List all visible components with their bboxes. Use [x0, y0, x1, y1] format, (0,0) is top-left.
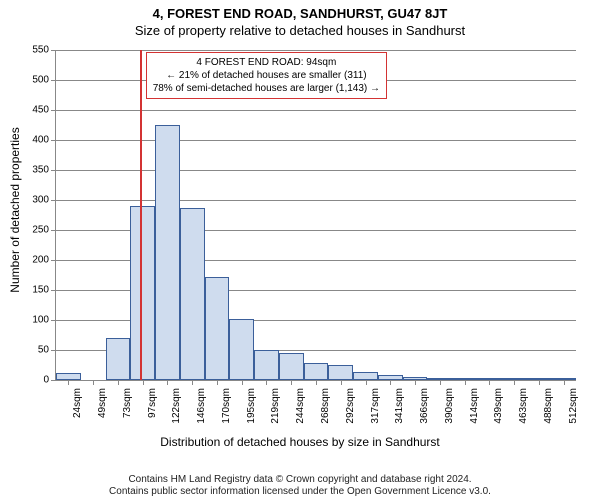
footer-line-1: Contains HM Land Registry data © Crown c…: [0, 474, 600, 486]
histogram-bar: [155, 125, 180, 380]
x-tick-label: 512sqm: [568, 388, 579, 438]
histogram-bar: [328, 365, 353, 380]
x-tick-label: 24sqm: [72, 388, 83, 438]
x-tick-label: 463sqm: [518, 388, 529, 438]
y-tick-label: 450: [16, 105, 49, 116]
x-tick-label: 122sqm: [171, 388, 182, 438]
page-title: 4, FOREST END ROAD, SANDHURST, GU47 8JT: [0, 0, 600, 21]
reference-line: [140, 50, 142, 380]
gridline: [56, 110, 576, 111]
y-tick-label: 350: [16, 165, 49, 176]
x-tick-label: 195sqm: [246, 388, 257, 438]
x-tick-label: 390sqm: [444, 388, 455, 438]
histogram-bar: [254, 350, 279, 380]
plot-area: 05010015020025030035040045050055024sqm49…: [55, 50, 576, 381]
page-subtitle: Size of property relative to detached ho…: [0, 21, 600, 38]
x-tick-label: 268sqm: [320, 388, 331, 438]
gridline: [56, 200, 576, 201]
gridline: [56, 140, 576, 141]
x-axis-title: Distribution of detached houses by size …: [0, 435, 600, 449]
histogram-bar: [353, 372, 378, 380]
x-tick-label: 170sqm: [221, 388, 232, 438]
callout-line-1: 4 FOREST END ROAD: 94sqm: [153, 56, 380, 69]
y-tick-label: 400: [16, 135, 49, 146]
histogram-bar: [56, 373, 81, 380]
y-tick-label: 250: [16, 225, 49, 236]
histogram-bar: [279, 353, 304, 380]
chart-container: Number of detached properties 0501001502…: [0, 40, 600, 440]
x-tick-label: 341sqm: [394, 388, 405, 438]
histogram-bar: [205, 277, 230, 380]
x-tick-label: 49sqm: [97, 388, 108, 438]
y-tick-label: 100: [16, 315, 49, 326]
histogram-bar: [180, 208, 205, 380]
gridline: [56, 170, 576, 171]
x-tick-label: 97sqm: [147, 388, 158, 438]
histogram-bar: [229, 319, 254, 380]
x-tick-label: 244sqm: [295, 388, 306, 438]
x-tick-label: 366sqm: [419, 388, 430, 438]
footer-attribution: Contains HM Land Registry data © Crown c…: [0, 474, 600, 498]
y-tick-label: 550: [16, 45, 49, 56]
histogram-bar: [106, 338, 131, 380]
x-tick-label: 414sqm: [469, 388, 480, 438]
y-tick-label: 0: [16, 375, 49, 386]
y-tick-label: 200: [16, 255, 49, 266]
x-tick-label: 73sqm: [122, 388, 133, 438]
x-tick-label: 292sqm: [345, 388, 356, 438]
x-tick-label: 317sqm: [370, 388, 381, 438]
y-axis-title: Number of detached properties: [8, 127, 22, 292]
gridline: [56, 50, 576, 51]
x-tick-label: 219sqm: [270, 388, 281, 438]
callout-box: 4 FOREST END ROAD: 94sqm← 21% of detache…: [146, 52, 387, 99]
callout-line-2: ← 21% of detached houses are smaller (31…: [153, 69, 380, 82]
x-tick-label: 439sqm: [493, 388, 504, 438]
x-tick-label: 146sqm: [196, 388, 207, 438]
x-tick-label: 488sqm: [543, 388, 554, 438]
y-tick-label: 150: [16, 285, 49, 296]
callout-line-3: 78% of semi-detached houses are larger (…: [153, 82, 380, 95]
y-tick-label: 300: [16, 195, 49, 206]
footer-line-2: Contains public sector information licen…: [0, 486, 600, 498]
histogram-bar: [304, 363, 329, 380]
histogram-bar: [130, 206, 155, 380]
y-tick-label: 50: [16, 345, 49, 356]
y-tick-label: 500: [16, 75, 49, 86]
